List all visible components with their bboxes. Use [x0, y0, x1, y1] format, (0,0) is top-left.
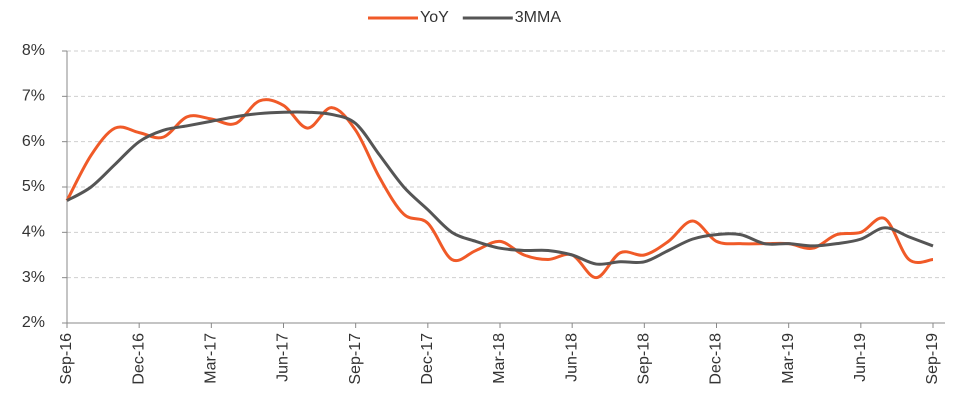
y-tick-label: 5% — [22, 178, 45, 195]
series-line — [66, 110, 934, 266]
x-tick-label: Mar-18 — [491, 333, 508, 384]
x-tick-label: Jun-19 — [852, 333, 869, 382]
y-tick-label: 6% — [22, 133, 45, 150]
y-tick-label: 7% — [22, 88, 45, 105]
series-line — [65, 98, 934, 280]
x-tick-label: Sep-19 — [924, 333, 941, 385]
x-tick-label: Mar-17 — [203, 333, 220, 384]
x-tick-label: Dec-17 — [419, 333, 436, 385]
x-tick-label: Sep-17 — [347, 333, 364, 385]
y-tick-label: 4% — [22, 224, 45, 241]
x-tick-label: Jun-17 — [275, 333, 292, 382]
x-tick-label: Dec-16 — [130, 333, 147, 385]
y-tick-label: 8% — [22, 42, 45, 59]
x-tick-label: Sep-16 — [58, 333, 75, 385]
legend-label: 3MMA — [515, 9, 562, 26]
x-tick-label: Mar-19 — [780, 333, 797, 384]
x-tick-label: Sep-18 — [636, 333, 653, 385]
y-tick-label: 2% — [22, 314, 45, 331]
y-tick-label: 3% — [22, 269, 45, 286]
x-tick-label: Jun-18 — [563, 333, 580, 382]
x-tick-label: Dec-18 — [708, 333, 725, 385]
legend-label: YoY — [420, 9, 449, 26]
